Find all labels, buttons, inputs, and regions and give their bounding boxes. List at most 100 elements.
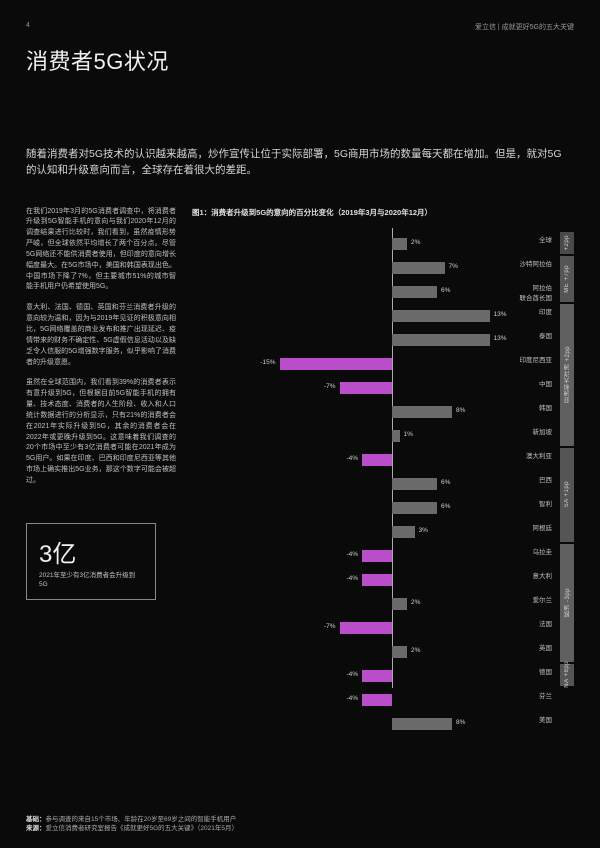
chart-row: 13% 印度 <box>192 304 574 328</box>
chart-region-strip: 亚洲和大洋洲 +2pp <box>560 304 574 446</box>
chart-row: -4% 芬兰 <box>192 688 574 712</box>
footer-source-text: 爱立信消费者研究室报告《成就更好5G的五大关键》（2021年5月） <box>46 825 239 832</box>
chart-value-label: 13% <box>494 335 507 342</box>
chart-country-label: 韩国 <box>539 402 552 412</box>
doc-label: 爱立信 | 成就更好5G的五大关键 <box>475 22 574 32</box>
chart-value-label: -4% <box>346 695 358 702</box>
chart-country-label: 德国 <box>539 666 552 676</box>
chart-row: 7% 沙特阿拉伯 <box>192 256 574 280</box>
chart-region-strip: ME +7pp <box>560 256 574 302</box>
chart-value-label: -4% <box>346 575 358 582</box>
chart-row: 6% 巴西 <box>192 472 574 496</box>
chart-row: -4%意大利 <box>192 568 574 592</box>
chart-bar <box>392 526 415 538</box>
chart-region-strip: +2pp <box>560 232 574 254</box>
chart-value-label: -4% <box>346 455 358 462</box>
chart-country-label: 印度尼西亚 <box>520 354 553 364</box>
chart-country-label: 澳大利亚 <box>526 450 552 460</box>
stat-box: 3亿 2021年至少有3亿消费者会升级到5G <box>26 523 156 600</box>
chart-country-label: 印度 <box>539 306 552 316</box>
chart-bar <box>362 550 392 562</box>
chart-bar <box>280 358 393 370</box>
chart-value-label: -7% <box>324 383 336 390</box>
chart-value-label: 7% <box>449 263 458 270</box>
chart-bar <box>392 310 490 322</box>
chart-row: 6%智利 <box>192 496 574 520</box>
chart-row: -7% 中国 <box>192 376 574 400</box>
chart-country-label: 美国 <box>539 714 552 724</box>
chart-title: 图1：消费者升级到5G的意向的百分比变化（2019年3月与2020年12月） <box>192 207 574 218</box>
chart-country-label: 全球 <box>539 234 552 244</box>
chart-region-label: ME +7pp <box>564 265 570 293</box>
body-paragraph: 意大利、法国、德国、英国和芬兰消费者升级的意向较为温和，因为与2019年见证的积… <box>26 303 176 368</box>
chart-row: -4% 德国 <box>192 664 574 688</box>
chart-country-label: 法国 <box>539 618 552 628</box>
chart-country-label: 爱尔兰 <box>533 594 553 604</box>
chart-country-label: 智利 <box>539 498 552 508</box>
chart-value-label: 8% <box>456 407 465 414</box>
intro-text: 随着消费者对5G技术的认识越来越高，炒作宣传让位于实际部署，5G商用市场的数量每… <box>26 146 566 179</box>
stat-caption: 2021年至少有3亿消费者会升级到5G <box>39 571 143 589</box>
chart-row: 6% 阿拉伯 联合酋长国 <box>192 280 574 304</box>
chart-bar <box>392 406 452 418</box>
chart-region-label: +2pp <box>564 235 570 251</box>
chart-row: 3% 阿根廷 <box>192 520 574 544</box>
header: 4 爱立信 | 成就更好5G的五大关键 <box>26 22 574 32</box>
chart-row: 13% 泰国 <box>192 328 574 352</box>
chart-bar <box>340 622 393 634</box>
page: 4 爱立信 | 成就更好5G的五大关键 消费者5G状况 随着消费者对5G技术的认… <box>0 0 600 848</box>
page-title: 消费者5G状况 <box>26 44 574 76</box>
chart-column: 图1：消费者升级到5G的意向的百分比变化（2019年3月与2020年12月） 2… <box>192 207 574 718</box>
chart-row: -4% 澳大利亚 <box>192 448 574 472</box>
chart-bar <box>362 670 392 682</box>
chart-value-label: 1% <box>404 431 413 438</box>
chart-bar <box>392 430 400 442</box>
body-paragraph: 在我们2019年3月的5G消费者调查中，将消费者升级到5G智能手机的意向与我们2… <box>26 207 176 294</box>
chart-bar <box>392 334 490 346</box>
chart-region-label: 亚洲和大洋洲 +2pp <box>563 346 572 403</box>
chart-row: 2% 爱尔兰 <box>192 592 574 616</box>
chart-value-label: 2% <box>411 599 420 606</box>
chart-region-label: 欧洲 -3pp <box>563 588 572 617</box>
chart-country-label: 新加坡 <box>533 426 553 436</box>
chart-region-label: NA +8pp <box>564 661 570 688</box>
chart-value-label: -7% <box>324 623 336 630</box>
chart-value-label: 8% <box>456 719 465 726</box>
chart-bar <box>392 478 437 490</box>
chart-bar <box>392 262 445 274</box>
chart-country-label: 英国 <box>539 642 552 652</box>
chart-region-strip: NA +8pp <box>560 664 574 686</box>
chart-value-label: 13% <box>494 311 507 318</box>
stat-number: 3亿 <box>39 534 143 569</box>
body-paragraph: 虽然在全球范围内，我们看到39%的消费者表示有意升级到5G，但根据目前5G智能手… <box>26 378 176 486</box>
chart-bar <box>392 598 407 610</box>
chart-country-label: 芬兰 <box>539 690 552 700</box>
chart-country-label: 巴西 <box>539 474 552 484</box>
chart-country-label: 沙特阿拉伯 <box>520 258 553 268</box>
chart-bar <box>362 454 392 466</box>
chart-bar <box>392 502 437 514</box>
chart-area: 2%全球7%沙特阿拉伯6%阿拉伯 联合酋长国13%印度13%泰国-15%印度尼西… <box>192 228 574 718</box>
chart-country-label: 泰国 <box>539 330 552 340</box>
left-column: 在我们2019年3月的5G消费者调查中，将消费者升级到5G智能手机的意向与我们2… <box>26 207 176 718</box>
chart-bar <box>362 574 392 586</box>
footer: 基础：参与调查的来自15个市场、年龄在20岁至69岁之间的智能手机用户 来源：爱… <box>26 815 574 835</box>
footer-source-label: 来源： <box>26 825 46 832</box>
chart-bar <box>392 286 437 298</box>
chart-value-label: 3% <box>419 527 428 534</box>
chart-country-label: 阿拉伯 联合酋长国 <box>520 282 553 302</box>
chart-value-label: -4% <box>346 671 358 678</box>
chart-bar <box>362 694 392 706</box>
chart-value-label: 6% <box>441 287 450 294</box>
chart-country-label: 阿根廷 <box>533 522 553 532</box>
footer-basis-label: 基础： <box>26 816 46 823</box>
chart-region-label: SA +1pp <box>564 481 570 507</box>
chart-region-strip: SA +1pp <box>560 448 574 542</box>
chart-row: 8% 韩国 <box>192 400 574 424</box>
chart-value-label: -4% <box>346 551 358 558</box>
page-number: 4 <box>26 22 30 32</box>
chart-row: -4%乌拉圭 <box>192 544 574 568</box>
content-row: 在我们2019年3月的5G消费者调查中，将消费者升级到5G智能手机的意向与我们2… <box>26 207 574 718</box>
chart-country-label: 中国 <box>539 378 552 388</box>
chart-value-label: 6% <box>441 479 450 486</box>
